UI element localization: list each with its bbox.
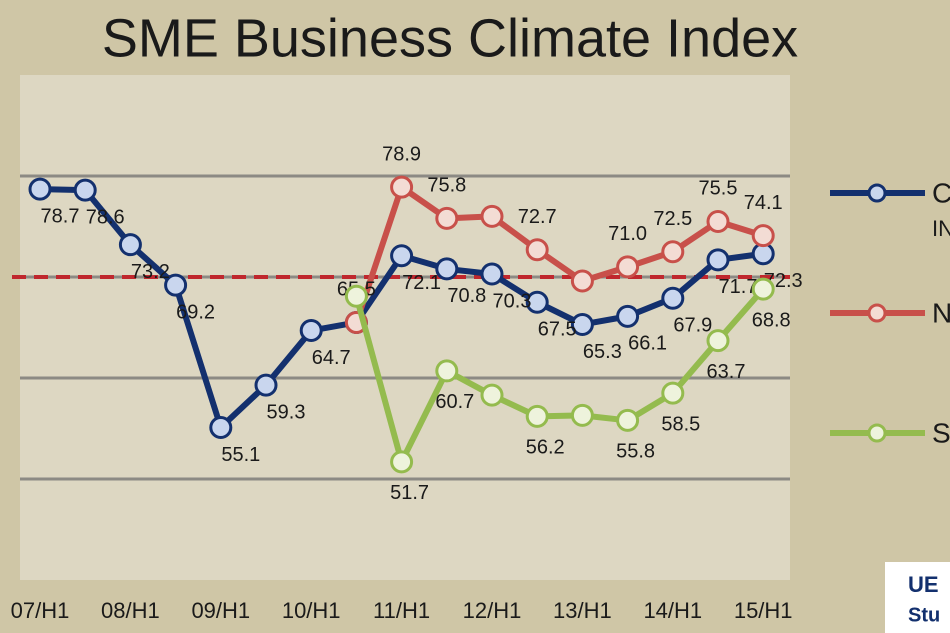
data-point [73,178,97,202]
data-point [616,255,640,279]
data-point [570,312,594,336]
data-label: 55.8 [616,441,655,463]
data-point [616,304,640,328]
data-label: 65.3 [583,341,622,363]
data-point [661,286,685,310]
data-point [254,373,278,397]
x-tick-label: 09/H1 [191,598,250,623]
data-point [570,403,594,427]
data-point [118,233,142,257]
data-label: 78.7 [41,205,80,227]
legend-marker [867,183,887,203]
data-point [480,383,504,407]
legend-marker [867,423,887,443]
data-label: 55.1 [221,444,260,466]
data-label: 58.5 [661,413,700,435]
series-line [353,184,765,324]
data-point [390,244,414,268]
logo-box [885,562,950,633]
x-tick-label: 13/H1 [553,598,612,623]
data-point [706,329,730,353]
data-point [390,450,414,474]
legend-label: N [932,297,950,328]
data-label: 74.1 [744,192,783,214]
chart-title: SME Business Climate Index [102,8,798,68]
data-label: 75.8 [427,175,466,197]
data-label: 63.7 [707,361,746,383]
data-label: 70.8 [447,285,486,307]
data-point [525,404,549,428]
logo-text: UE [908,572,939,597]
legend-label: C [932,177,950,208]
data-point [435,206,459,230]
data-point [751,277,775,301]
data-label: 60.7 [435,391,474,413]
data-point [480,262,504,286]
data-point [525,238,549,262]
x-tick-label: 12/H1 [463,598,522,623]
logo-text: Stu [908,604,940,626]
data-label: 51.7 [390,482,429,504]
data-label: 64.7 [312,347,351,369]
data-point [164,273,188,297]
data-label: 71.0 [608,223,647,245]
x-tick-label: 07/H1 [11,598,70,623]
legend-marker [867,303,887,323]
legend-label: IN [932,216,950,241]
data-point [299,319,323,343]
data-point [661,381,685,405]
data-label: 66.1 [628,333,667,355]
data-point [706,248,730,272]
x-tick-label: 11/H1 [373,598,430,623]
x-tick-label: 15/H1 [734,598,793,623]
data-label: 67.5 [538,319,577,341]
data-label: 67.9 [673,314,712,336]
plot-area [20,75,790,580]
x-tick-label: 08/H1 [101,598,160,623]
data-point [435,257,459,281]
data-point [570,269,594,293]
data-point [525,290,549,314]
data-point [344,284,368,308]
data-label: 68.8 [752,309,791,331]
data-label: 73.2 [131,261,170,283]
data-label: 75.5 [699,178,738,200]
data-label: 72.1 [402,272,441,294]
data-label: 78.6 [86,206,125,228]
data-label: 59.3 [267,401,306,423]
data-point [661,240,685,264]
series-line [353,287,766,465]
data-label: 72.5 [653,208,692,230]
data-point [28,177,52,201]
data-point [390,175,414,199]
data-label: 78.9 [382,143,421,165]
data-point [480,204,504,228]
data-point [751,224,775,248]
data-point [706,209,730,233]
legend-label: S [932,417,950,448]
data-point [435,359,459,383]
data-label: 56.2 [526,437,565,459]
data-point [616,408,640,432]
x-tick-label: 14/H1 [643,598,702,623]
data-label: 69.2 [176,301,215,323]
x-tick-label: 10/H1 [282,598,341,623]
data-label: 71.7 [719,276,758,298]
data-label: 72.7 [518,206,557,228]
data-label: 70.3 [493,290,532,312]
data-point [209,415,233,439]
